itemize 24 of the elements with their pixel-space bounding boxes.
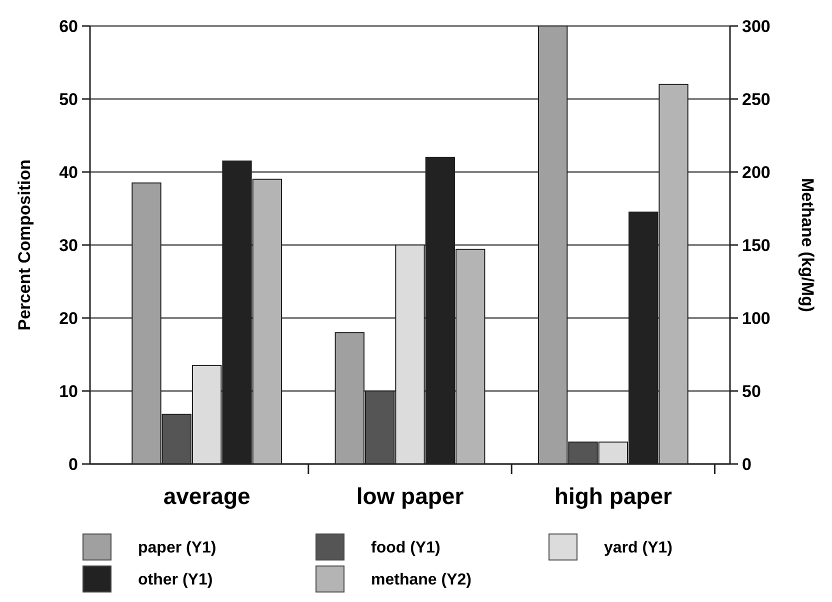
y-tick-label: 10 <box>59 382 78 401</box>
y2-tick-label: 150 <box>742 236 770 255</box>
y2-axis-title: Methane (kg/Mg) <box>798 178 817 312</box>
y2-tick-label: 100 <box>742 308 770 328</box>
y2-tick-label: 200 <box>742 162 770 182</box>
y2-tick-label: 250 <box>742 90 770 109</box>
x-tick-label: low paper <box>356 483 464 509</box>
legend-label: food (Y1) <box>371 540 440 557</box>
x-tick-label: high paper <box>554 483 672 509</box>
x-tick-label: average <box>163 483 250 509</box>
y-tick-label: 30 <box>59 236 78 255</box>
y-tick-label: 20 <box>59 308 78 328</box>
y-tick-label: 50 <box>59 90 78 109</box>
y-tick-label: 0 <box>68 454 78 474</box>
legend-label: methane (Y2) <box>371 572 472 589</box>
y2-tick-label: 0 <box>742 454 752 474</box>
y-tick-label: 40 <box>59 162 78 182</box>
legend-label: paper (Y1) <box>138 540 216 557</box>
y2-tick-label: 50 <box>742 382 761 401</box>
y-axis-title: Percent Composition <box>15 160 34 330</box>
legend-label: other (Y1) <box>138 572 213 589</box>
y-tick-label: 60 <box>59 16 78 36</box>
y2-tick-label: 300 <box>742 16 770 36</box>
legend-label: yard (Y1) <box>604 540 672 557</box>
